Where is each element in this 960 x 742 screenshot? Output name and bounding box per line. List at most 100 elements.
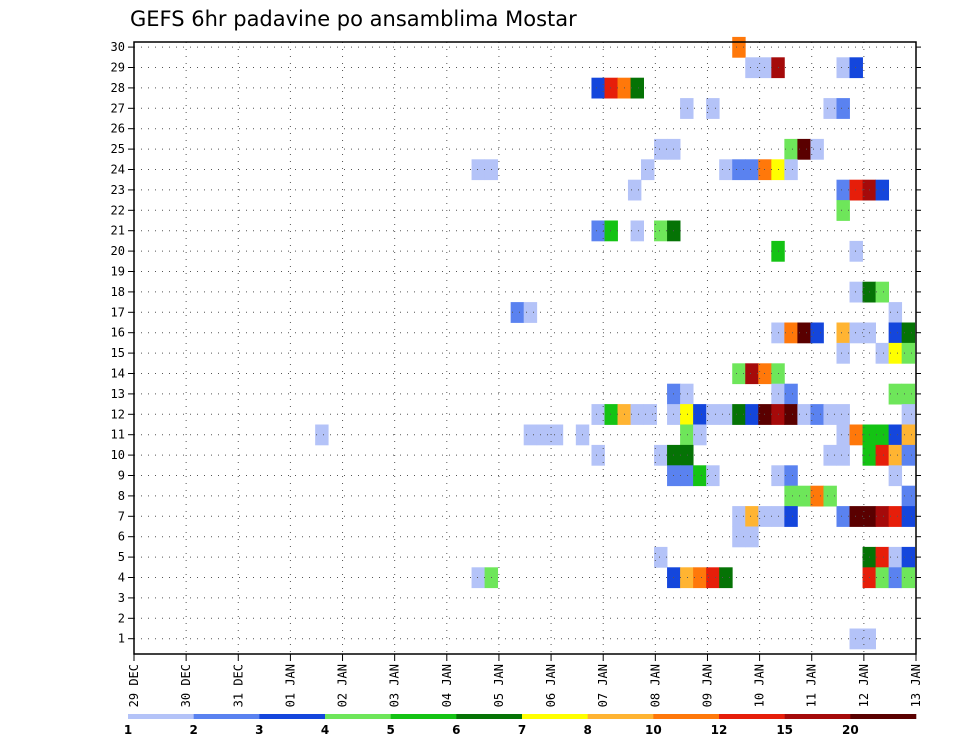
heatmap-cell <box>888 383 903 405</box>
heatmap-cell <box>849 322 863 344</box>
heatmap-cell <box>836 57 850 79</box>
y-tick-label: 25 <box>111 142 125 156</box>
heatmap-cell <box>745 506 759 527</box>
heatmap-cell <box>810 485 824 507</box>
heatmap-cell <box>680 465 694 487</box>
heatmap-cell <box>471 567 485 589</box>
heatmap-cell <box>591 77 605 99</box>
heatmap-cell <box>836 424 850 446</box>
x-tick-label: 11 JAN <box>805 664 819 707</box>
heatmap-cell <box>510 302 525 323</box>
heatmap-cell <box>471 159 485 181</box>
legend-label: 6 <box>452 723 460 737</box>
y-tick-label: 3 <box>118 591 125 605</box>
y-tick-label: 15 <box>111 346 125 360</box>
x-tick-label: 12 JAN <box>857 664 871 707</box>
x-tick-label: 01 JAN <box>283 664 297 707</box>
heatmap-cell <box>654 138 668 160</box>
x-tick-label: 13 JAN <box>909 664 923 707</box>
legend-label: 2 <box>189 723 197 737</box>
heatmap-cell <box>888 322 903 344</box>
heatmap-cell <box>888 302 903 323</box>
heatmap-cell <box>888 342 903 364</box>
heatmap-cell <box>901 342 916 364</box>
heatmap-cell <box>654 444 668 466</box>
heatmap-cell <box>315 424 329 446</box>
y-tick-label: 18 <box>111 285 125 299</box>
chart-title: GEFS 6hr padavine po ansamblima Mostar <box>130 7 577 31</box>
legend-swatch <box>128 714 194 719</box>
heatmap-cell <box>630 404 644 425</box>
y-tick-label: 22 <box>111 203 125 217</box>
heatmap-cell <box>745 57 759 79</box>
heatmap-cell <box>836 404 850 425</box>
heatmap-cell <box>680 98 694 119</box>
heatmap-cell <box>888 424 903 446</box>
dotted-grid <box>134 42 916 654</box>
x-tick-label: 31 DEC <box>231 664 245 707</box>
heatmap-cell <box>758 404 772 425</box>
x-tick-label: 10 JAN <box>753 664 767 707</box>
heatmap-cell <box>643 404 658 425</box>
y-tick-label: 8 <box>118 489 125 503</box>
heatmap-cell <box>732 404 746 425</box>
legend-swatch <box>587 714 654 719</box>
heatmap-cell <box>758 57 772 79</box>
heatmap-cell <box>784 322 798 344</box>
heatmap-cell <box>680 424 694 446</box>
heatmap-cell <box>875 567 890 589</box>
heatmap-cell <box>836 342 850 364</box>
heatmap-cell <box>901 383 916 405</box>
heatmap-cell <box>901 424 916 446</box>
heatmap-cell <box>849 240 863 262</box>
heatmap-cell <box>823 98 837 119</box>
heatmap-cell <box>784 383 798 405</box>
color-legend: 1 2 3 4 5 6 7 8 10 12 15 20 <box>124 714 917 737</box>
heatmap-cell <box>693 465 707 487</box>
heatmap-cell <box>849 506 863 527</box>
y-tick-label: 2 <box>118 611 125 625</box>
heatmap-cell <box>630 220 644 242</box>
heatmap-cell <box>875 342 890 364</box>
heatmap-cell <box>797 138 811 160</box>
heatmap-cell <box>901 567 916 589</box>
heatmap-cell <box>849 628 863 650</box>
heatmap-cell <box>706 567 720 589</box>
heatmap-cell <box>591 404 605 425</box>
y-tick-label: 10 <box>111 448 125 462</box>
y-tick-label: 17 <box>111 305 125 319</box>
heatmap-cell <box>591 220 605 242</box>
heatmap-cell <box>680 567 694 589</box>
heatmap-cell <box>875 281 890 303</box>
heatmap-cell <box>836 179 850 201</box>
heatmap-cell <box>758 159 772 181</box>
heatmap-cell <box>732 159 746 181</box>
heatmap-cell <box>836 322 850 344</box>
legend-label: 1 <box>124 723 132 737</box>
heatmap-cell <box>888 506 903 527</box>
heatmap-cell <box>797 404 811 425</box>
legend-swatch <box>653 714 720 719</box>
legend-label: 15 <box>776 723 793 737</box>
x-tick-label: 04 JAN <box>440 664 454 707</box>
heatmap-cell <box>823 485 837 507</box>
heatmap-cell <box>888 546 903 568</box>
y-tick-label: 7 <box>118 509 125 523</box>
heatmap-cell <box>875 444 890 466</box>
x-tick-label: 29 DEC <box>127 664 141 707</box>
legend-swatch <box>719 714 785 719</box>
heatmap-cell <box>732 363 746 385</box>
x-tick-label: 30 DEC <box>179 664 193 707</box>
y-tick-label: 19 <box>111 265 125 279</box>
heatmap-cell <box>758 506 772 527</box>
plot-frame <box>133 41 917 655</box>
heatmap-cell <box>630 77 644 99</box>
heatmap-cell <box>784 159 798 181</box>
x-tick-label: 03 JAN <box>388 664 402 707</box>
heatmap-cell <box>836 444 850 466</box>
y-tick-label: 6 <box>118 530 125 544</box>
heatmap-cell <box>523 424 538 446</box>
heatmap-cell <box>549 424 564 446</box>
legend-label: 12 <box>711 723 728 737</box>
